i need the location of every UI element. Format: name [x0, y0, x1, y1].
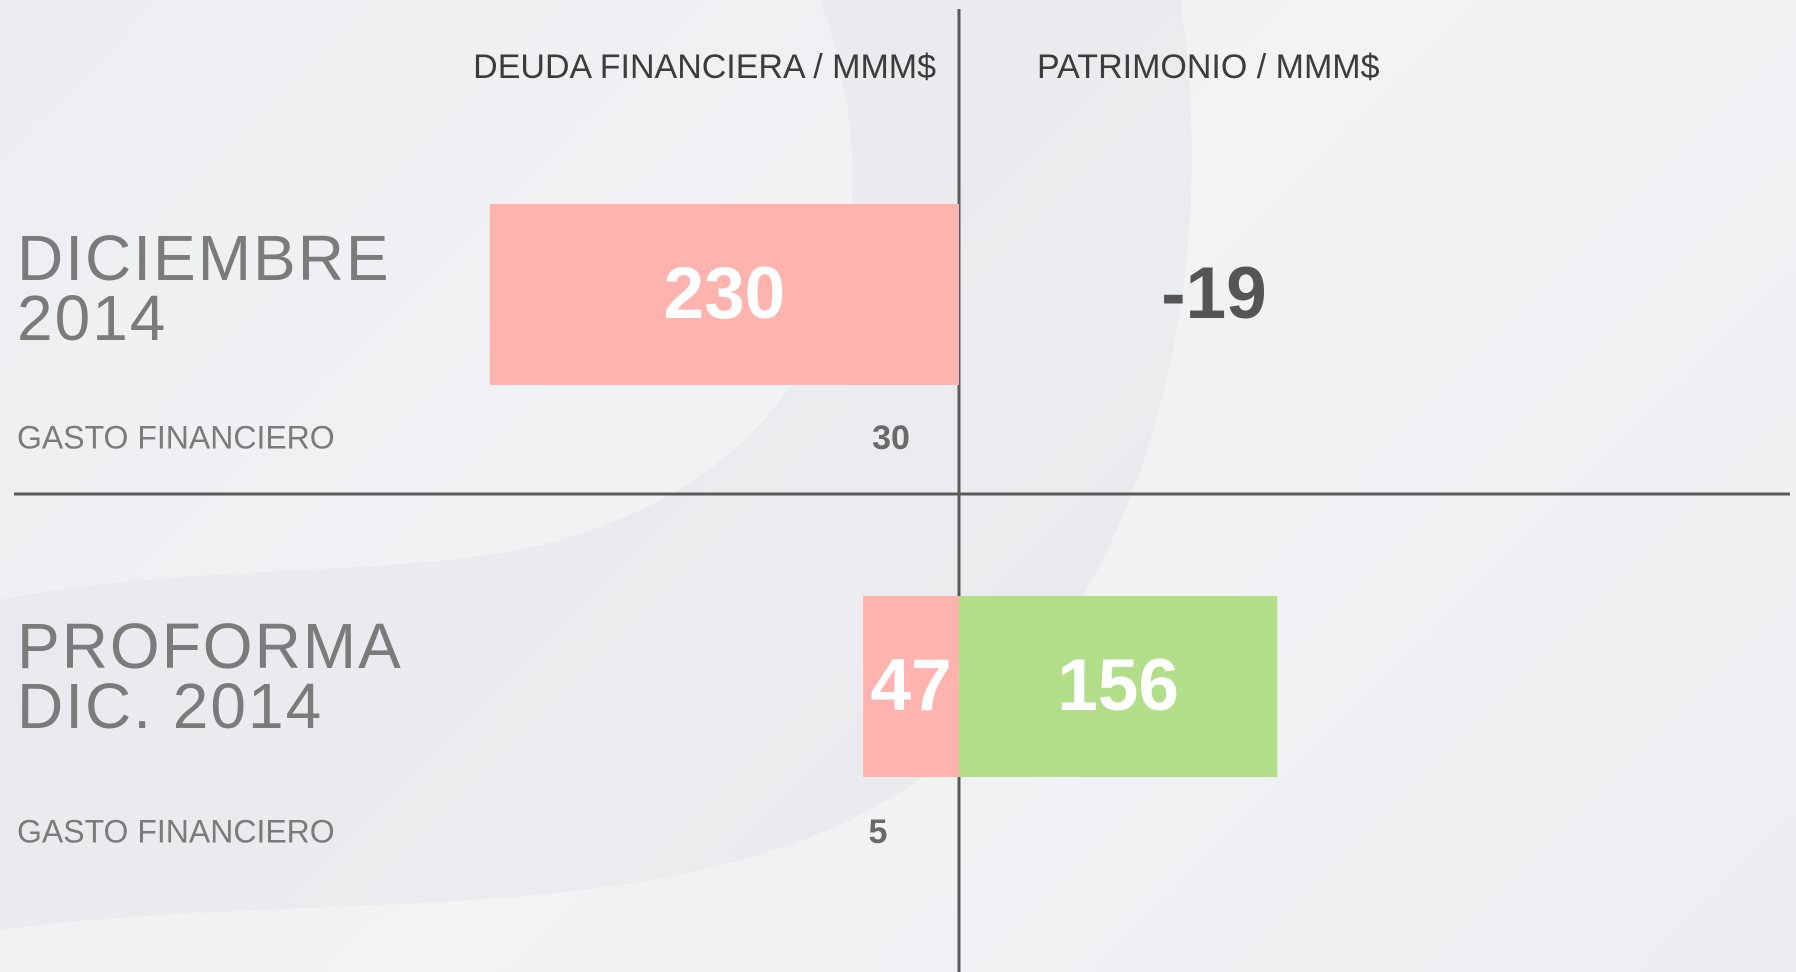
secondary-value: 5 — [869, 813, 888, 851]
background-swoosh — [0, 0, 1192, 930]
row-label: PROFORMA DIC. 2014 — [17, 610, 400, 742]
secondary-label: GASTO FINANCIERO — [17, 813, 335, 849]
value-label: -19 — [1161, 253, 1267, 334]
value-label: 156 — [1057, 645, 1179, 726]
bar — [489, 204, 959, 385]
secondary-value: 30 — [872, 419, 910, 457]
row-label: DICIEMBRE 2014 — [17, 222, 391, 354]
value-label: 230 — [663, 253, 785, 334]
value-label: 47 — [870, 645, 951, 726]
secondary-label: GASTO FINANCIERO — [17, 419, 335, 455]
bar — [863, 596, 959, 777]
column-header: PATRIMONIO / MMM$ — [1037, 48, 1380, 86]
column-header: DEUDA FINANCIERA / MMM$ — [473, 48, 936, 86]
bar — [959, 596, 1278, 777]
